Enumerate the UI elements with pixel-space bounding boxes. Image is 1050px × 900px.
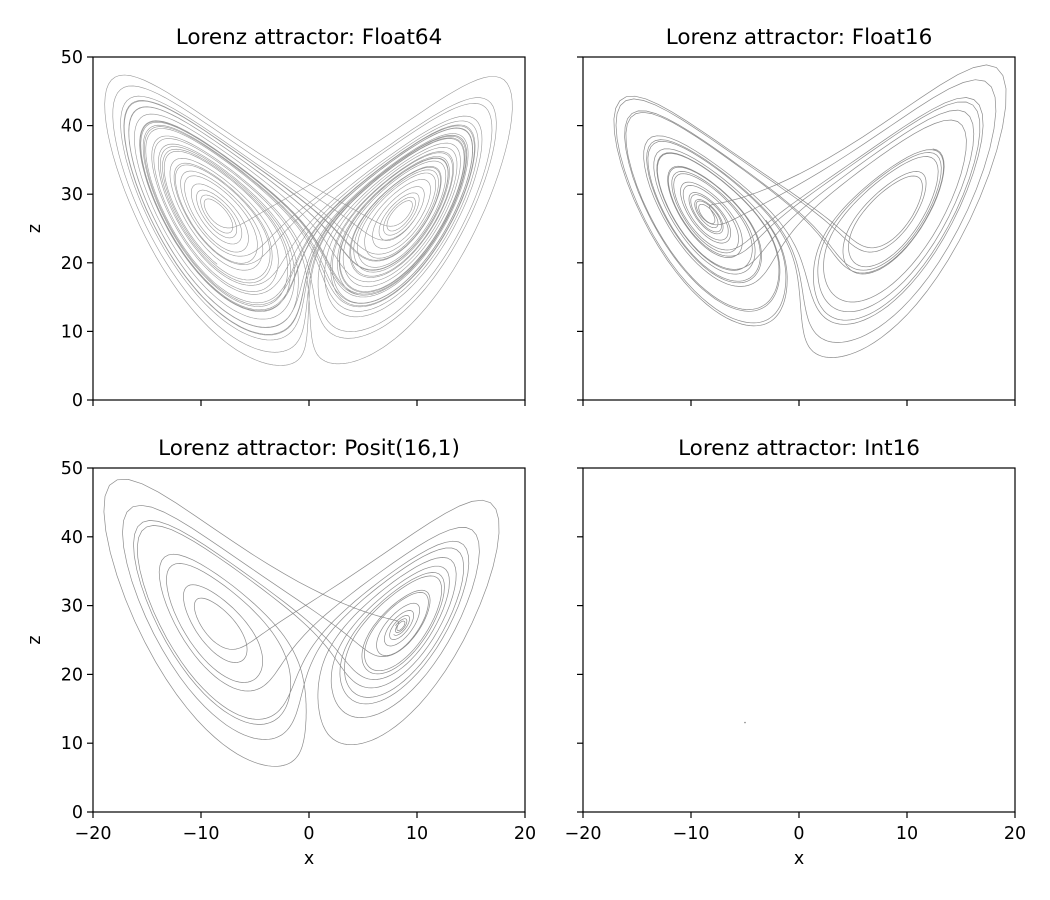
y-tick-label-0-3: 30 (61, 185, 83, 205)
y-tick-label-0-0: 0 (72, 391, 83, 411)
y-tick-label-2-2: 20 (61, 665, 83, 685)
chart-title-3: Lorenz attractor: Int16 (678, 436, 920, 461)
x-tick-label-3-3: 10 (896, 824, 918, 844)
y-tick-label-0-5: 50 (61, 48, 83, 68)
x-axis-label-3: x (794, 849, 804, 869)
y-tick-label-2-5: 50 (61, 459, 83, 479)
panel-0: 0 10 20 30 40 50 Lorenz attractor: Float64 z (25, 25, 526, 411)
y-tick-label-2-0: 0 (72, 803, 83, 823)
y-tick-label-2-3: 30 (61, 597, 83, 617)
x-tick-label-2-0: −20 (75, 824, 112, 844)
x-tick-label-2-4: 20 (514, 824, 536, 844)
series-line-0-0 (104, 74, 513, 366)
panel-1: Lorenz attractor: Float16 (577, 25, 1016, 406)
y-tick-label-0-1: 10 (61, 322, 83, 342)
data-point-3-0 (744, 721, 746, 724)
chart-title-1: Lorenz attractor: Float16 (666, 25, 933, 50)
y-tick-label-0-4: 40 (61, 117, 83, 137)
x-tick-label-2-1: −10 (183, 824, 220, 844)
chart-title-0: Lorenz attractor: Float64 (176, 25, 443, 50)
series-line-1-0 (613, 64, 1007, 358)
y-tick-label-0-2: 20 (61, 254, 83, 274)
x-axis-label-2: x (304, 849, 314, 869)
axes-frame-2 (92, 467, 526, 813)
y-axis-label-2: z (25, 635, 45, 644)
y-axis-label-0: z (25, 224, 45, 233)
y-tick-label-2-1: 10 (61, 734, 83, 754)
panel-3: −20 −10 0 10 20 Lorenz attractor: Int16 x (565, 436, 1027, 869)
x-tick-label-3-0: −20 (565, 824, 602, 844)
series-line-2-0 (103, 479, 500, 767)
x-tick-label-2-3: 10 (406, 824, 428, 844)
x-tick-label-3-2: 0 (793, 824, 804, 844)
chart-title-2: Lorenz attractor: Posit(16,1) (158, 436, 460, 461)
axes-frame-3 (582, 467, 1016, 813)
y-tick-label-2-4: 40 (61, 528, 83, 548)
x-tick-label-3-1: −10 (673, 824, 710, 844)
panel-2: −20 −10 0 10 20 0 10 20 30 40 50 Lorenz attractor: … (25, 436, 536, 869)
x-tick-label-2-2: 0 (303, 824, 314, 844)
x-tick-label-3-4: 20 (1004, 824, 1026, 844)
